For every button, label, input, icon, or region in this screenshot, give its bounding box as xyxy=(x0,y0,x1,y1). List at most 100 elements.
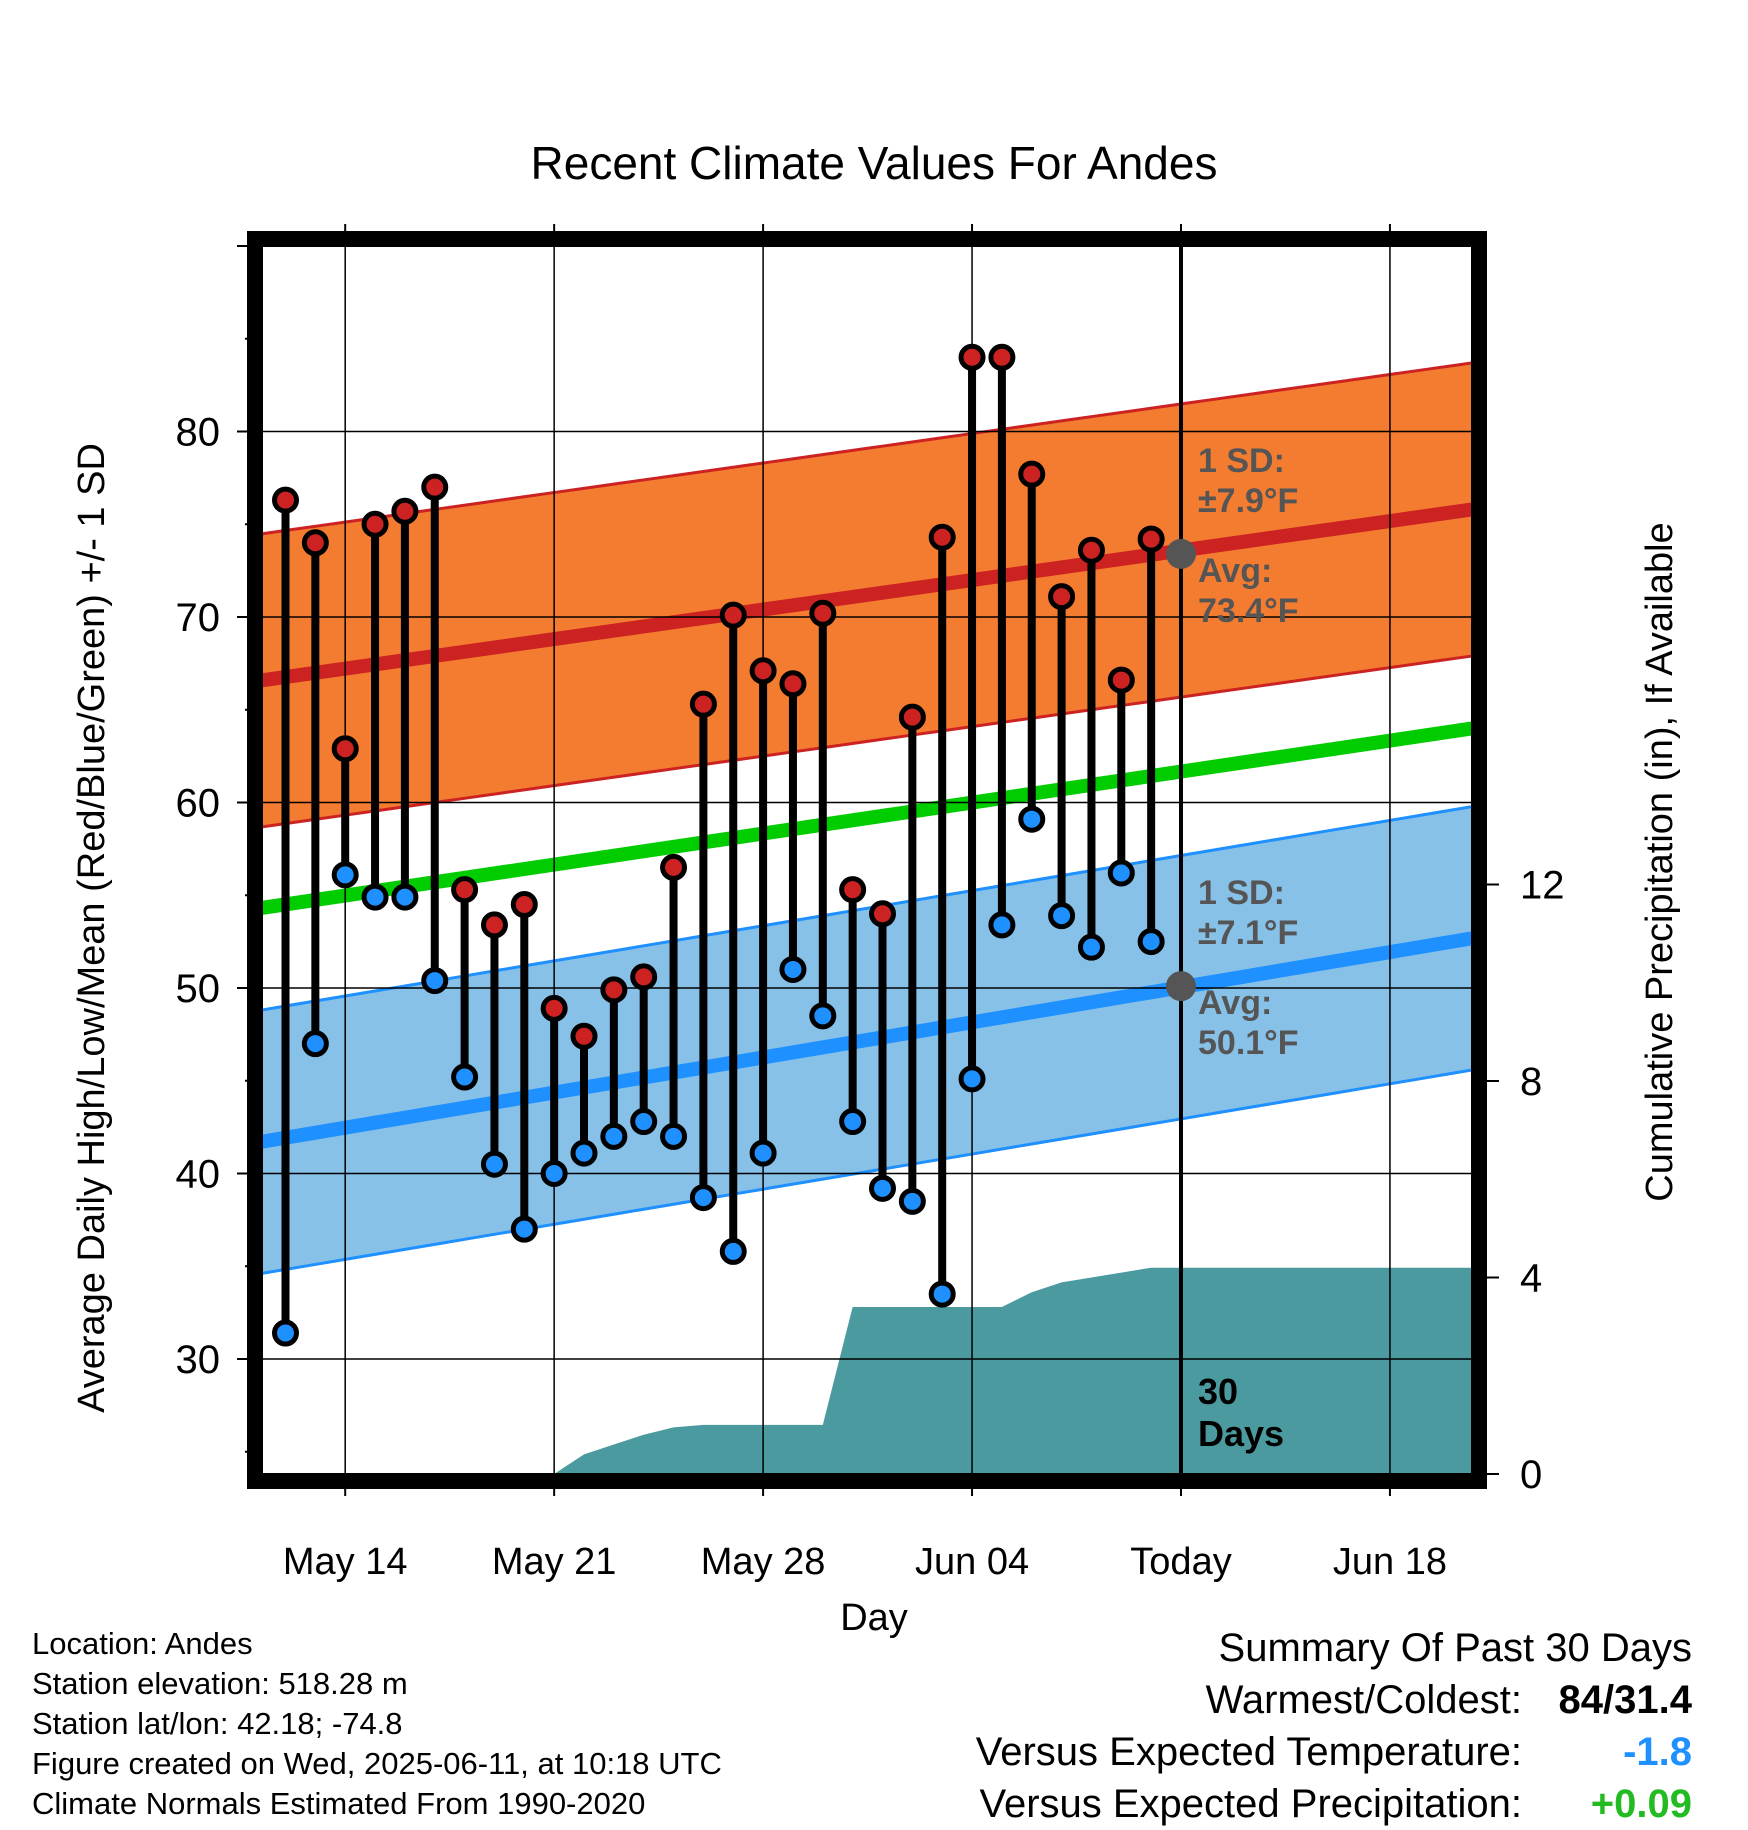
high-point xyxy=(421,473,449,501)
y-tick-label-left: 70 xyxy=(176,596,221,640)
today-days-label: Days xyxy=(1198,1413,1284,1454)
x-tick-label: Jun 04 xyxy=(915,1541,1029,1583)
summary-warmest-row: Warmest/Coldest: 84/31.4 xyxy=(976,1674,1692,1726)
low-sd-label: 1 SD: xyxy=(1198,874,1285,912)
high-point xyxy=(1137,525,1165,553)
high-point xyxy=(600,976,628,1004)
low-point xyxy=(272,1319,299,1347)
low-point xyxy=(809,1002,837,1030)
created-text: Figure created on Wed, 2025-06-11, at 10… xyxy=(32,1746,722,1781)
today-high-marker xyxy=(1166,538,1196,569)
x-tick-label: May 14 xyxy=(283,1541,408,1583)
low-point xyxy=(301,1030,329,1058)
high-point xyxy=(540,994,568,1022)
low-point xyxy=(839,1108,867,1136)
summary-warmest-label: Warmest/Coldest: xyxy=(1205,1678,1522,1722)
x-tick-label: Jun 18 xyxy=(1333,1541,1447,1583)
low-point xyxy=(391,883,419,911)
y-tick-label-left: 50 xyxy=(176,967,221,1011)
high-point xyxy=(272,486,299,514)
high-point xyxy=(510,891,538,919)
y-tick-label-left: 80 xyxy=(176,410,221,454)
high-sd-value: ±7.9°F xyxy=(1198,482,1298,520)
plot-inner xyxy=(262,246,1472,1474)
low-point xyxy=(630,1108,658,1136)
y-tick-label-right: 4 xyxy=(1520,1257,1542,1301)
high-point xyxy=(331,735,359,763)
high-point xyxy=(1107,666,1135,694)
summary-panel: Summary Of Past 30 Days Warmest/Coldest:… xyxy=(976,1622,1692,1830)
high-point xyxy=(480,911,508,939)
high-point xyxy=(898,703,926,731)
high-point xyxy=(779,670,807,698)
mean-average-line xyxy=(262,721,1472,915)
low-point xyxy=(660,1122,688,1150)
y-axis-left-label: Average Daily High/Low/Mean (Red/Blue/Gr… xyxy=(71,443,113,1413)
elevation-text: Station elevation: 518.28 m xyxy=(32,1666,408,1701)
y-tick-label-right: 12 xyxy=(1520,864,1565,908)
high-avg-label: Avg: xyxy=(1198,552,1272,590)
high-point xyxy=(630,963,658,991)
precipitation-area xyxy=(262,1267,1472,1474)
low-point xyxy=(749,1139,777,1167)
x-tick-label: May 21 xyxy=(492,1541,617,1583)
high-point xyxy=(958,343,986,371)
high-point xyxy=(689,690,717,718)
low-point xyxy=(1018,805,1046,833)
latlon-text: Station lat/lon: 42.18; -74.8 xyxy=(32,1706,403,1741)
low-point xyxy=(570,1139,598,1167)
low-point xyxy=(869,1174,896,1202)
high-point xyxy=(719,601,747,629)
low-point xyxy=(600,1122,628,1150)
high-point xyxy=(749,657,777,685)
high-point xyxy=(928,523,956,551)
y-tick-label-left: 40 xyxy=(176,1152,221,1196)
high-sd-band-upper-edge xyxy=(262,361,1472,536)
summary-temp-row: Versus Expected Temperature: -1.8 xyxy=(976,1726,1692,1778)
high-point xyxy=(809,599,837,627)
y-tick-label-right: 0 xyxy=(1520,1453,1542,1497)
high-point xyxy=(660,853,688,881)
station-info: Location: Andes Station elevation: 518.2… xyxy=(32,1624,722,1824)
low-point xyxy=(1107,859,1135,887)
today-days-number: 30 xyxy=(1198,1371,1238,1412)
high-point xyxy=(1018,460,1046,488)
high-point xyxy=(839,876,867,904)
chart-title: Recent Climate Values For Andes xyxy=(531,137,1218,189)
low-point xyxy=(958,1065,986,1093)
low-point xyxy=(719,1237,747,1265)
today-low-marker xyxy=(1166,971,1196,1002)
low-point xyxy=(928,1280,956,1308)
summary-precip-value: +0.09 xyxy=(1590,1782,1692,1826)
low-sd-band-lower-edge xyxy=(262,1068,1472,1275)
low-avg-value: 50.1°F xyxy=(1198,1024,1299,1062)
location-text: Location: Andes xyxy=(32,1626,253,1661)
y-axis-right-label: Cumulative Precipitation (in), If Availa… xyxy=(1639,522,1681,1201)
summary-temp-label: Versus Expected Temperature: xyxy=(975,1730,1522,1774)
low-point xyxy=(331,861,359,889)
x-tick-label: Today xyxy=(1130,1541,1231,1583)
high-point xyxy=(988,343,1016,371)
low-point xyxy=(540,1159,568,1187)
summary-precip-label: Versus Expected Precipitation: xyxy=(979,1782,1522,1826)
low-avg-label: Avg: xyxy=(1198,984,1272,1022)
low-point xyxy=(1137,928,1165,956)
high-point xyxy=(391,497,419,525)
low-point xyxy=(421,967,449,995)
high-point xyxy=(1077,536,1105,564)
low-point xyxy=(689,1184,717,1212)
summary-warmest-value: 84/31.4 xyxy=(1558,1678,1692,1722)
y-tick-label-left: 30 xyxy=(176,1338,221,1382)
summary-title: Summary Of Past 30 Days xyxy=(1218,1626,1692,1670)
low-point xyxy=(1048,902,1076,930)
low-point xyxy=(898,1187,926,1215)
low-point xyxy=(451,1063,479,1091)
high-point xyxy=(361,510,389,538)
low-average-line xyxy=(262,931,1472,1149)
high-point xyxy=(301,529,329,557)
y-tick-label-left: 60 xyxy=(176,781,221,825)
low-point xyxy=(1077,933,1105,961)
plot-frame xyxy=(247,231,1487,1489)
